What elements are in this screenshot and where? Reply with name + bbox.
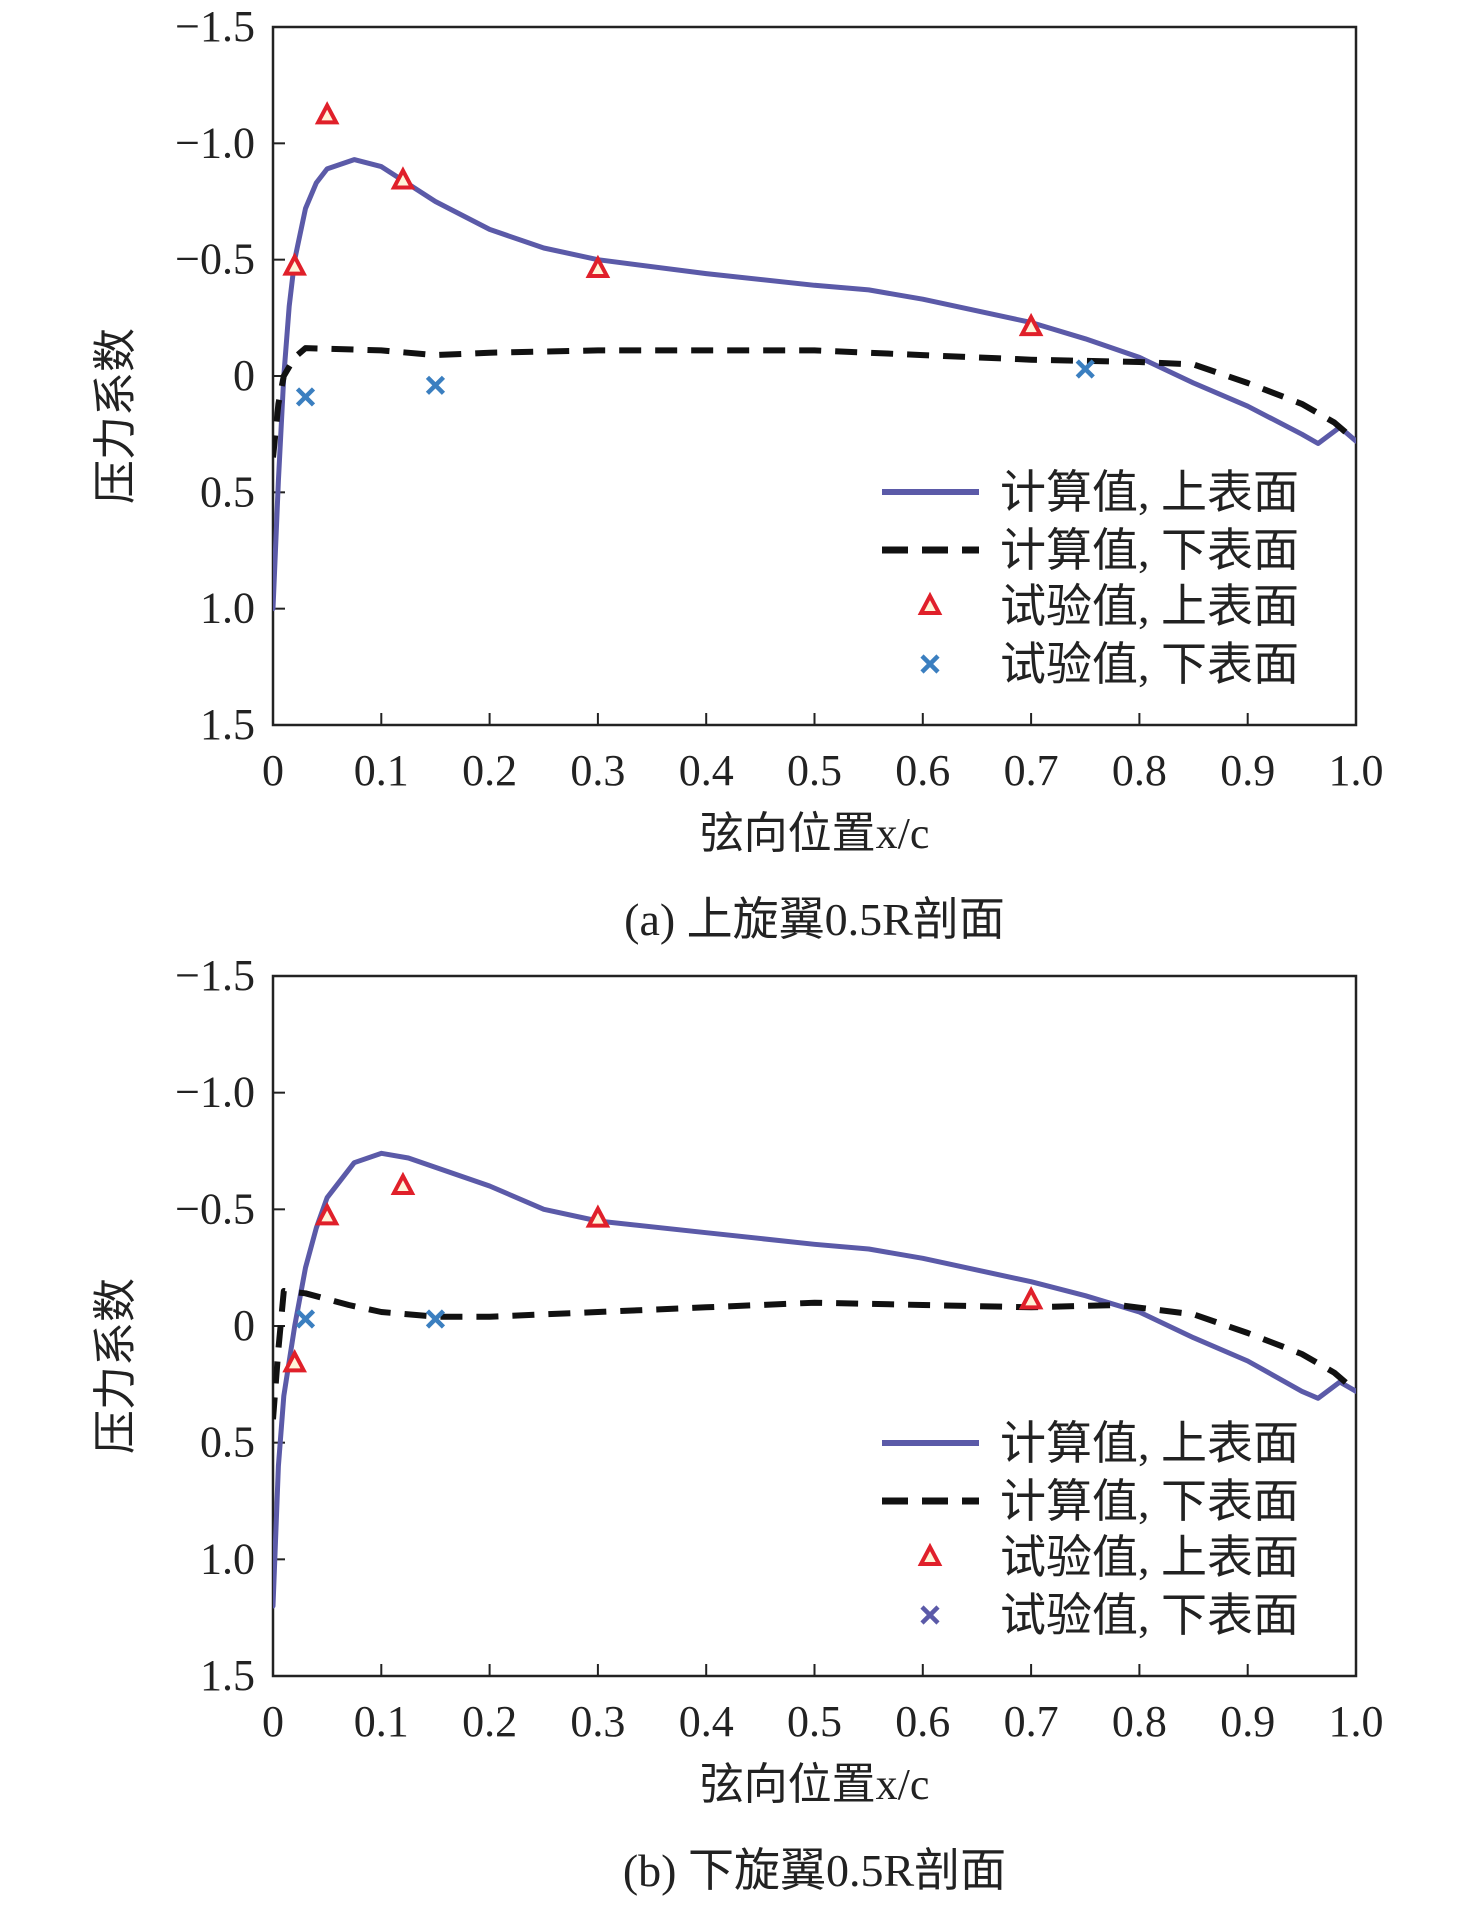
y-tick-label: −0.5 — [175, 235, 255, 284]
x-tick-label: 0.9 — [1220, 746, 1275, 795]
x-tick-label: 0.1 — [354, 746, 409, 795]
data-point-lower-exp — [1075, 359, 1095, 379]
data-point-upper-exp — [390, 1171, 416, 1195]
legend-swatch-cross — [920, 1605, 940, 1625]
y-tick-label: 0 — [233, 351, 255, 400]
data-point-upper-exp — [282, 252, 307, 276]
legend-label: 试验值, 下表面 — [1000, 1590, 1299, 1641]
data-point-upper-exp — [390, 166, 416, 190]
x-tick-label: 0.5 — [787, 746, 842, 795]
data-point-upper-exp — [585, 254, 611, 278]
legend-swatch-triangle — [917, 591, 943, 615]
data-point-upper-exp — [314, 101, 340, 125]
data-point-lower-exp — [425, 375, 446, 395]
x-tick-label: 0.6 — [895, 1697, 950, 1746]
x-tick-label: 0.8 — [1112, 746, 1167, 795]
x-tick-label: 0.6 — [895, 746, 950, 795]
y-tick-label: 1.5 — [200, 700, 255, 749]
series-line-lower-calc — [273, 345, 1356, 458]
x-axis-label: 弦向位置x/c — [700, 809, 930, 858]
y-tick-label: 0 — [233, 1301, 255, 1350]
data-point-upper-exp — [585, 1204, 611, 1228]
y-tick-label: 1.0 — [200, 584, 255, 633]
legend-label: 试验值, 下表面 — [1000, 639, 1299, 690]
x-tick-label: 0 — [262, 1697, 284, 1746]
chart-panel-a: 0 0.1 0.2 0.3 0.4 0.5 0.6 0.7 0.8 0.9 1.0 −1.5 −1.0 −… — [91, 2, 1384, 945]
x-tick-label: 1.0 — [1329, 1697, 1384, 1746]
legend-label: 试验值, 上表面 — [1000, 581, 1299, 632]
y-tick-label: 0.5 — [200, 1418, 255, 1467]
legend-label: 计算值, 上表面 — [1000, 467, 1299, 518]
data-point-upper-exp — [314, 1202, 340, 1226]
series-line-upper-calc — [273, 1150, 1356, 1609]
panel-caption: (a) 上旋翼0.5R剖面 — [624, 894, 1005, 945]
x-tick-label: 0.1 — [354, 1697, 409, 1746]
x-tick-label: 1.0 — [1329, 746, 1384, 795]
y-tick-label: 1.0 — [200, 1534, 255, 1583]
y-tick-label: 0.5 — [200, 467, 255, 516]
x-tick-label: 0.7 — [1004, 746, 1059, 795]
x-tick-label: 0.4 — [679, 746, 734, 795]
data-point-upper-exp — [1018, 312, 1044, 337]
legend-label: 计算值, 上表面 — [1000, 1418, 1299, 1469]
legend-label: 试验值, 上表面 — [1000, 1532, 1299, 1583]
data-point-lower-exp — [425, 1309, 446, 1329]
y-tick-label: −1.5 — [175, 2, 255, 51]
x-tick-label: 0.7 — [1004, 1697, 1059, 1746]
data-point-lower-exp — [295, 387, 316, 407]
chart-panel-b: 0 0.1 0.2 0.3 0.4 0.5 0.6 0.7 0.8 0.9 1.0 −1.5 −1.0 −… — [91, 951, 1384, 1896]
series-line-lower-calc — [273, 1288, 1356, 1420]
x-tick-label: 0.2 — [462, 1697, 517, 1746]
x-tick-label: 0.4 — [679, 1697, 734, 1746]
y-axis-label: 压力系数 — [91, 1278, 140, 1454]
y-tick-label: −1.0 — [175, 1068, 255, 1117]
y-tick-label: 1.5 — [200, 1651, 255, 1700]
panel-caption: (b) 下旋翼0.5R剖面 — [623, 1845, 1006, 1896]
data-point-upper-exp — [1018, 1286, 1044, 1310]
y-tick-label: −1.5 — [175, 951, 255, 1000]
legend-label: 计算值, 下表面 — [1000, 525, 1299, 576]
legend-swatch-triangle — [917, 1542, 943, 1566]
legend-swatch-cross — [920, 654, 940, 674]
legend-label: 计算值, 下表面 — [1000, 1476, 1299, 1527]
data-point-upper-exp — [282, 1349, 307, 1373]
x-tick-label: 0.3 — [570, 1697, 625, 1746]
plot-area — [273, 1150, 1356, 1609]
y-axis-label: 压力系数 — [91, 328, 140, 504]
y-tick-label: −1.0 — [175, 118, 255, 167]
x-tick-label: 0.8 — [1112, 1697, 1167, 1746]
y-tick-label: −0.5 — [175, 1184, 255, 1233]
x-tick-label: 0.5 — [787, 1697, 842, 1746]
data-point-lower-exp — [295, 1309, 316, 1329]
x-tick-label: 0.3 — [570, 746, 625, 795]
x-tick-label: 0 — [262, 746, 284, 795]
x-tick-label: 0.2 — [462, 746, 517, 795]
x-axis-label: 弦向位置x/c — [700, 1760, 930, 1809]
x-tick-label: 0.9 — [1220, 1697, 1275, 1746]
